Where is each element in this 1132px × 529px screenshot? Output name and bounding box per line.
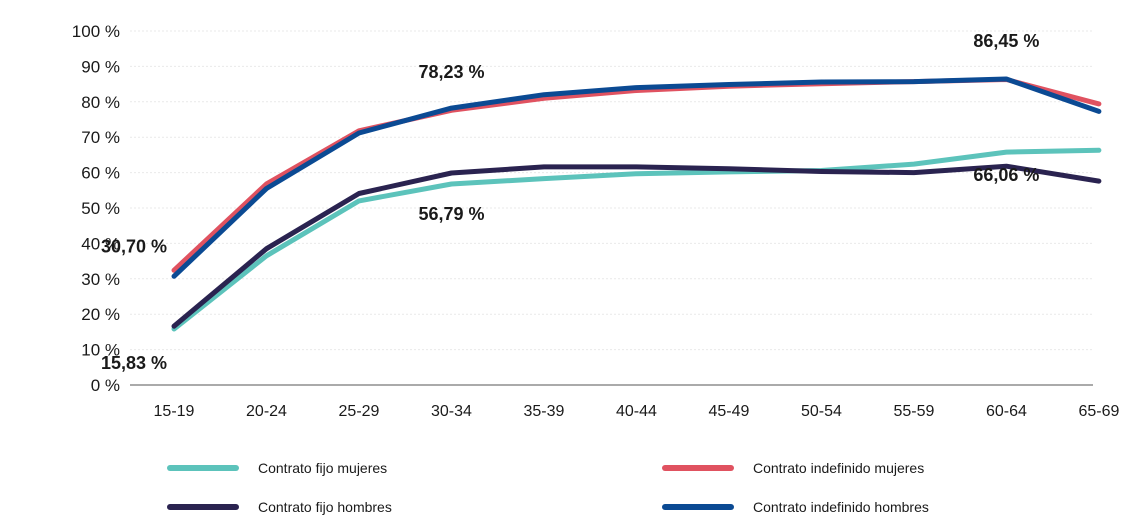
data-label: 56,79 %	[418, 204, 484, 224]
data-annotations: 30,70 % 15,83 % 78,23 % 56,79 % 86,45 % 66,06…	[101, 31, 1039, 373]
y-tick-label: 10 %	[81, 341, 120, 360]
y-tick-label: 90 %	[81, 57, 120, 76]
data-label: 66,06 %	[973, 165, 1039, 185]
x-tick-label: 35-39	[524, 403, 565, 420]
y-tick-label: 40 %	[81, 234, 120, 253]
x-tick-label: 25-29	[339, 403, 380, 420]
x-tick-label: 15-19	[154, 403, 195, 420]
legend-label: Contrato indefinido hombres	[753, 499, 929, 515]
data-label: 15,83 %	[101, 353, 167, 373]
x-tick-label: 55-59	[893, 403, 934, 420]
y-tick-label: 0 %	[91, 376, 120, 395]
y-tick-label: 50 %	[81, 199, 120, 218]
y-tick-label: 60 %	[81, 164, 120, 183]
y-tick-label: 80 %	[81, 93, 120, 112]
y-tick-label: 70 %	[81, 128, 120, 147]
data-label: 86,45 %	[973, 31, 1039, 51]
y-tick-label: 20 %	[81, 305, 120, 324]
y-axis: 0 % 10 % 20 % 30 % 40 % 50 % 60 % 70 % 80 % 90 % 1…	[72, 22, 120, 395]
series-line	[171, 163, 1102, 329]
y-tick-label: 30 %	[81, 270, 120, 289]
y-tick-label: 100 %	[72, 22, 120, 41]
legend-label: Contrato fijo mujeres	[258, 460, 387, 476]
legend-label: Contrato indefinido mujeres	[753, 460, 924, 476]
data-label: 30,70 %	[101, 236, 167, 256]
x-tick-label: 60-64	[986, 403, 1027, 420]
data-label: 78,23 %	[418, 62, 484, 82]
x-axis: 15-19 20-24 25-29 30-34 35-39 40-44 45-49 50-54…	[130, 384, 1119, 420]
x-tick-label: 50-54	[801, 403, 842, 420]
legend-label: Contrato fijo hombres	[258, 499, 392, 515]
series-lines	[171, 76, 1102, 332]
legend: Contrato fijo mujeres Contrato indefinido…	[167, 460, 929, 515]
x-tick-label: 40-44	[616, 403, 657, 420]
x-tick-label: 30-34	[431, 403, 472, 420]
x-tick-label: 65-69	[1078, 403, 1119, 420]
x-tick-label: 20-24	[246, 403, 287, 420]
series-line	[171, 147, 1102, 332]
x-tick-label: 45-49	[708, 403, 749, 420]
series-line	[171, 76, 1102, 279]
